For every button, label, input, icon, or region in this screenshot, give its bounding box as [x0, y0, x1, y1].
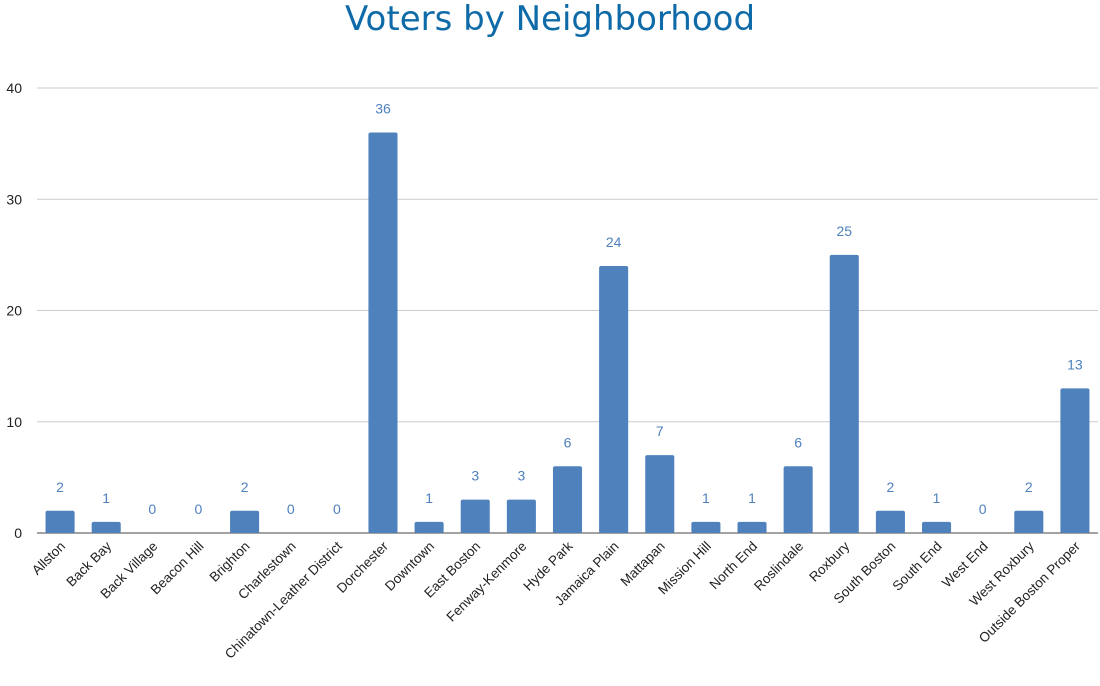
y-tick-label: 30 — [6, 191, 22, 207]
bar — [1060, 388, 1090, 533]
y-tick-label: 10 — [6, 414, 22, 430]
bars — [45, 132, 1090, 533]
data-label: 2 — [56, 479, 64, 495]
data-label: 7 — [656, 423, 664, 439]
data-label: 1 — [933, 490, 941, 506]
bar — [875, 510, 905, 533]
y-axis-ticks: 0 10 20 30 40 — [6, 80, 22, 541]
data-label: 2 — [1025, 479, 1033, 495]
data-label: 1 — [425, 490, 433, 506]
data-label: 13 — [1067, 356, 1083, 372]
data-label: 1 — [102, 490, 110, 506]
data-label: 0 — [195, 501, 203, 517]
x-tick-label: Allston — [29, 539, 68, 578]
chart-title: Voters by Neighborhood — [344, 0, 756, 39]
bar — [783, 466, 813, 533]
data-label: 6 — [564, 434, 572, 450]
bar — [368, 132, 398, 533]
bar — [460, 499, 490, 533]
x-tick-label: South End — [889, 539, 944, 594]
bar — [506, 499, 536, 533]
bar — [1014, 510, 1044, 533]
bar — [91, 521, 121, 533]
bar — [552, 466, 583, 533]
bar — [414, 521, 444, 533]
gridlines — [37, 87, 1098, 534]
x-tick-label: Brighton — [207, 539, 253, 585]
data-label: 25 — [836, 223, 852, 239]
data-label: 0 — [148, 501, 156, 517]
y-tick-label: 40 — [6, 80, 22, 96]
data-label: 0 — [333, 501, 341, 517]
data-label: 2 — [887, 479, 895, 495]
data-label: 2 — [241, 479, 249, 495]
bar — [829, 254, 859, 533]
data-label: 0 — [287, 501, 295, 517]
data-label: 3 — [471, 468, 479, 484]
data-label: 36 — [375, 101, 391, 117]
y-tick-label: 0 — [14, 525, 22, 541]
bar — [691, 521, 721, 533]
bar — [737, 521, 767, 533]
data-label: 1 — [702, 490, 710, 506]
x-tick-label: Fenway-Kenmore — [444, 539, 530, 625]
bar — [45, 510, 75, 533]
data-label: 0 — [979, 501, 987, 517]
data-label: 3 — [517, 468, 525, 484]
x-tick-label: Roxbury — [806, 538, 852, 584]
bar — [230, 510, 260, 533]
data-label: 1 — [748, 490, 756, 506]
data-label: 6 — [794, 434, 802, 450]
bar — [922, 521, 952, 533]
bar — [599, 266, 629, 533]
bar — [645, 455, 675, 533]
data-label: 24 — [606, 234, 622, 250]
x-tick-label: Roslindale — [751, 539, 806, 594]
y-tick-label: 20 — [6, 303, 22, 319]
